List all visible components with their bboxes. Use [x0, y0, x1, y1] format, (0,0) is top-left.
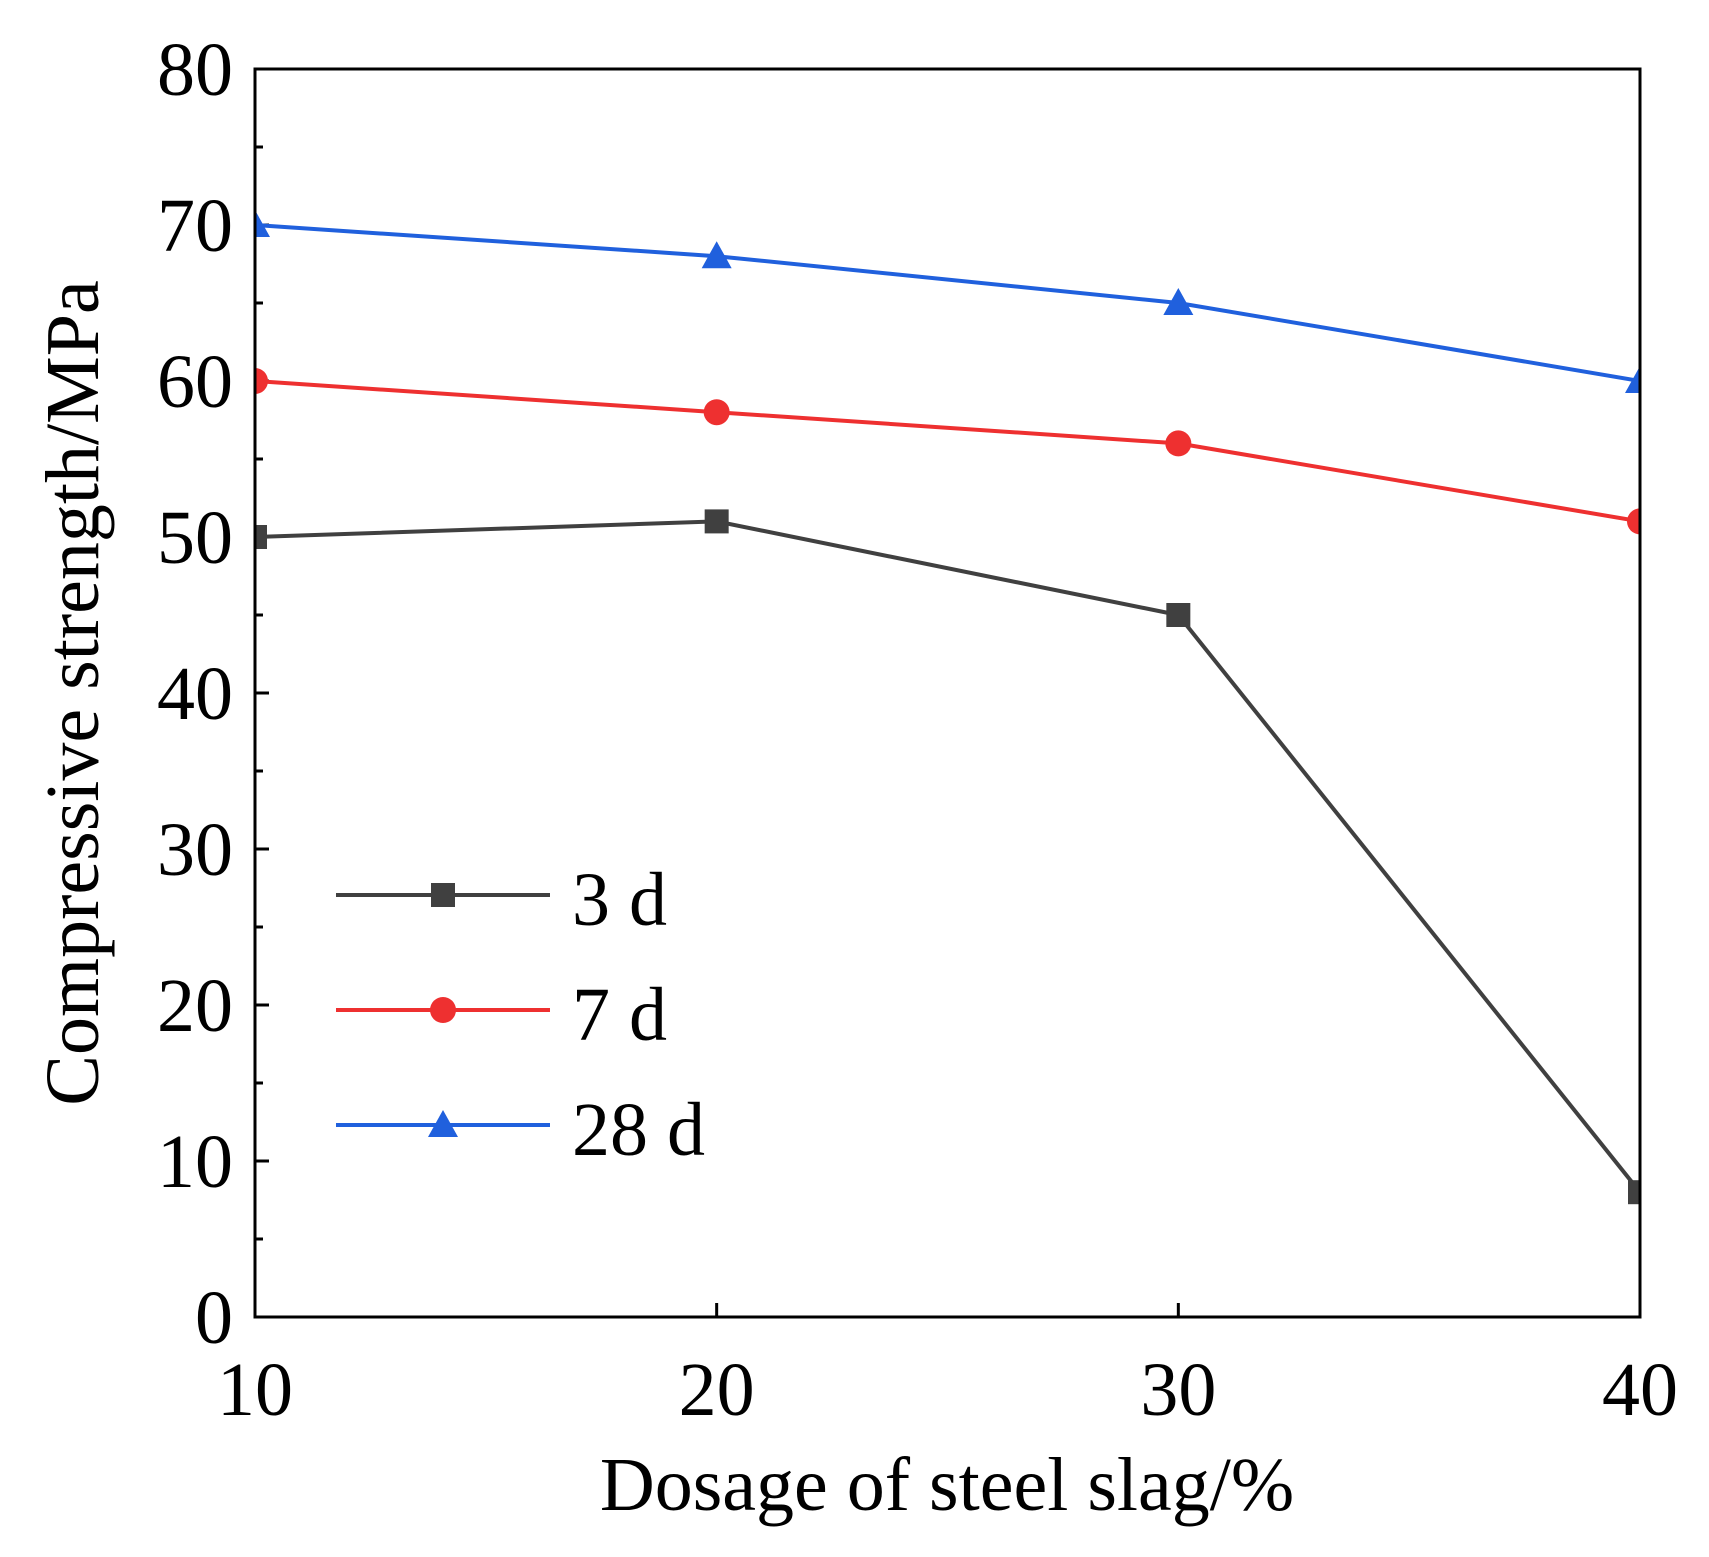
x-tick-label: 20 [679, 1348, 755, 1432]
y-tick-label: 50 [157, 496, 233, 580]
y-tick-label: 30 [157, 808, 233, 892]
legend-label: 3 d [572, 858, 667, 942]
plot-area-frame [253, 67, 1642, 1319]
data-point [255, 210, 270, 237]
data-point [1628, 1180, 1640, 1205]
y-tick-label: 80 [157, 28, 233, 112]
y-axis-title: Compressive strength/MPa [31, 280, 115, 1105]
x-tick-label: 40 [1602, 1348, 1678, 1432]
y-tick-label: 70 [157, 184, 233, 268]
legend-label: 28 d [572, 1088, 705, 1172]
series-line [255, 379, 1640, 524]
series-layer [255, 210, 1640, 1205]
x-tick-label: 30 [1140, 1348, 1216, 1432]
data-point [1166, 603, 1191, 627]
y-tick-label: 10 [157, 1120, 233, 1204]
data-point [703, 399, 730, 426]
y-tick-label: 40 [157, 652, 233, 736]
x-axis-ticks: 10 20 30 40 [217, 1303, 1678, 1432]
data-point [255, 525, 267, 549]
data-point [1625, 366, 1640, 393]
legend-marker [431, 883, 455, 907]
data-point [1165, 430, 1192, 457]
y-tick-label: 60 [157, 340, 233, 424]
y-tick-label: 0 [195, 1276, 233, 1360]
data-point [704, 509, 729, 534]
y-tick-label: 20 [157, 964, 233, 1048]
data-point [1163, 288, 1194, 315]
y-axis-ticks: 0 10 20 30 40 50 60 70 80 [157, 28, 269, 1360]
x-axis-title: Dosage of steel slag/% [600, 1443, 1294, 1527]
data-point [255, 368, 268, 394]
legend-marker [430, 997, 456, 1023]
series-7d [255, 368, 1640, 535]
legend-label: 7 d [572, 973, 667, 1057]
series-line [255, 223, 1640, 383]
data-point [701, 241, 732, 269]
series-28d [255, 210, 1640, 393]
series-line [255, 519, 1640, 1194]
data-point [1627, 508, 1640, 535]
legend: 3 d 7 d 28 d [336, 858, 705, 1172]
x-tick-label: 10 [217, 1348, 293, 1432]
legend-marker [428, 1110, 458, 1137]
series-3d [255, 509, 1640, 1205]
